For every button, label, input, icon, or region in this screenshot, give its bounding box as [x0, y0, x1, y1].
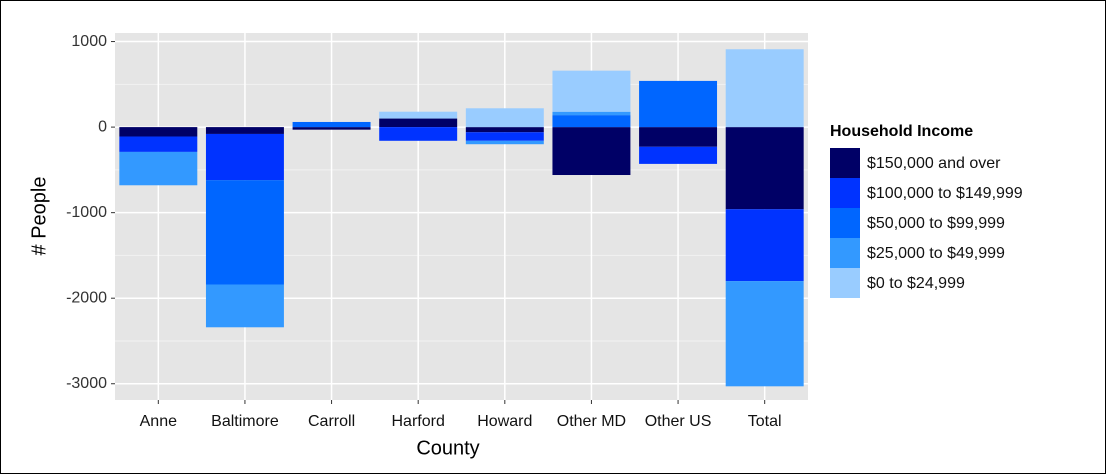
x-tick-label: Baltimore [211, 413, 279, 430]
bar [552, 70, 631, 112]
x-tick-label: Other MD [557, 413, 626, 430]
y-tick-label: -1000 [66, 204, 107, 221]
bar [292, 127, 371, 130]
bar [379, 127, 458, 141]
bar [552, 111, 631, 116]
x-tick-label: Carroll [308, 413, 355, 430]
legend-label: $150,000 and over [867, 155, 1001, 172]
bar [205, 127, 284, 134]
bar [552, 115, 631, 128]
legend-title: Household Income [830, 123, 973, 140]
legend-key [830, 268, 860, 298]
x-tick-label: Howard [477, 413, 532, 430]
bar [725, 281, 804, 387]
legend-label: $100,000 to $149,999 [867, 185, 1023, 202]
bar [465, 127, 544, 133]
bar [465, 140, 544, 145]
legend-key [830, 208, 860, 238]
bar [725, 209, 804, 282]
y-tick-label: 1000 [71, 33, 107, 50]
bar [552, 127, 631, 176]
x-tick-label: Total [748, 413, 782, 430]
x-tick-label: Other US [645, 413, 712, 430]
bar [205, 180, 284, 285]
bar [465, 108, 544, 128]
bar [639, 127, 718, 147]
legend-key [830, 148, 860, 178]
x-axis-title: County [416, 437, 479, 459]
legend-label: $50,000 to $99,999 [867, 215, 1005, 232]
bar [205, 284, 284, 328]
bar [465, 132, 544, 141]
legend-label: $25,000 to $49,999 [867, 245, 1005, 262]
bar [639, 146, 718, 164]
legend-label: $0 to $24,999 [867, 275, 965, 292]
legend-key [830, 178, 860, 208]
bar [205, 133, 284, 181]
bar [725, 127, 804, 210]
bar [725, 49, 804, 128]
bar [379, 111, 458, 119]
x-tick-label: Harford [392, 413, 445, 430]
x-tick-label: Anne [140, 413, 177, 430]
y-tick-label: -3000 [66, 375, 107, 392]
y-axis-title: # People [28, 177, 50, 256]
bar [292, 121, 371, 128]
bar [639, 80, 718, 128]
bar [119, 136, 198, 152]
y-tick-label: -2000 [66, 289, 107, 306]
legend-key [830, 238, 860, 268]
bar [119, 151, 198, 186]
bar [379, 118, 458, 128]
bar [119, 127, 198, 137]
y-tick-label: 0 [98, 118, 107, 135]
